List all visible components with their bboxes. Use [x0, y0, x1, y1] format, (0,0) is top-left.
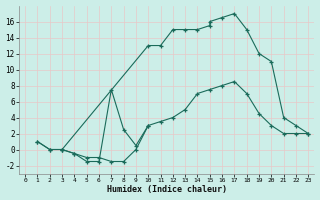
X-axis label: Humidex (Indice chaleur): Humidex (Indice chaleur) — [107, 185, 227, 194]
